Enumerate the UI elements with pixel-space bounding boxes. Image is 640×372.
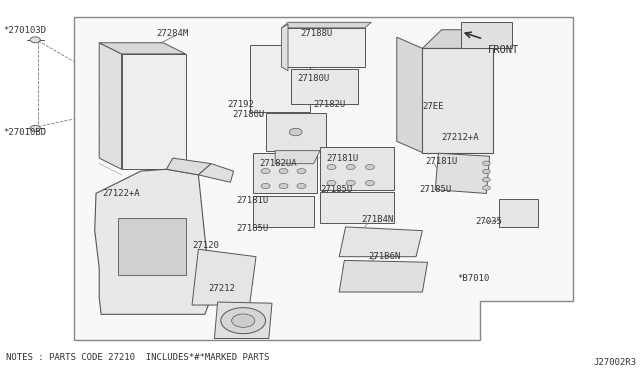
Circle shape [483, 169, 490, 174]
Polygon shape [339, 227, 422, 257]
Circle shape [483, 161, 490, 166]
Text: *270103D: *270103D [3, 26, 46, 35]
Text: 27185U: 27185U [320, 185, 352, 194]
Text: 27EE: 27EE [422, 102, 444, 110]
Bar [253, 153, 317, 193]
Bar [118, 218, 186, 275]
Polygon shape [198, 164, 234, 182]
Bar [320, 147, 394, 190]
Bar [291, 69, 358, 104]
Polygon shape [99, 43, 122, 169]
Polygon shape [74, 17, 573, 340]
Circle shape [365, 164, 374, 170]
Polygon shape [166, 158, 211, 175]
Bar [422, 48, 493, 153]
Text: 27122+A: 27122+A [102, 189, 140, 198]
Text: 27185U: 27185U [237, 224, 269, 233]
Bar [122, 54, 186, 169]
Circle shape [346, 180, 355, 186]
Text: 27181U: 27181U [326, 154, 358, 163]
Text: 27180U: 27180U [232, 110, 264, 119]
Circle shape [483, 186, 490, 190]
Polygon shape [422, 30, 512, 48]
Polygon shape [99, 43, 186, 54]
Circle shape [297, 183, 306, 189]
Text: 27284M: 27284M [157, 29, 189, 38]
Bar [253, 196, 314, 227]
Bar [266, 113, 326, 151]
Polygon shape [282, 22, 371, 28]
Text: FRONT: FRONT [488, 45, 519, 55]
Polygon shape [339, 260, 428, 292]
Circle shape [327, 164, 336, 170]
Polygon shape [397, 37, 422, 153]
Polygon shape [214, 302, 272, 339]
Text: 27120: 27120 [192, 241, 219, 250]
Circle shape [365, 180, 374, 186]
Bar [250, 45, 310, 112]
Text: 27182U: 27182U [314, 100, 346, 109]
Text: 27212+A: 27212+A [442, 133, 479, 142]
Circle shape [297, 169, 306, 174]
Text: 27180U: 27180U [298, 74, 330, 83]
Text: 27035: 27035 [476, 217, 502, 226]
Polygon shape [435, 153, 490, 193]
Bar [461, 22, 512, 48]
Circle shape [232, 314, 255, 327]
Circle shape [221, 308, 266, 334]
Text: 27185U: 27185U [419, 185, 451, 194]
Circle shape [279, 169, 288, 174]
Circle shape [30, 125, 40, 131]
Text: *B7010: *B7010 [458, 274, 490, 283]
Circle shape [261, 183, 270, 189]
Circle shape [261, 169, 270, 174]
Polygon shape [282, 24, 288, 71]
Polygon shape [275, 151, 320, 164]
Text: NOTES : PARTS CODE 27210  INCLUDES*#*MARKED PARTS: NOTES : PARTS CODE 27210 INCLUDES*#*MARK… [6, 353, 270, 362]
Text: 27188U: 27188U [301, 29, 333, 38]
Circle shape [327, 180, 336, 186]
Text: 27192: 27192 [227, 100, 254, 109]
Circle shape [483, 177, 490, 182]
Text: 271B4N: 271B4N [362, 215, 394, 224]
Bar [499, 199, 538, 227]
Text: 27181U: 27181U [237, 196, 269, 205]
Circle shape [30, 37, 40, 43]
Bar [282, 28, 365, 67]
Text: 271B6N: 271B6N [368, 252, 400, 261]
Circle shape [279, 183, 288, 189]
Circle shape [346, 164, 355, 170]
Text: 27182UA: 27182UA [259, 159, 297, 168]
Text: J27002R3: J27002R3 [594, 358, 637, 367]
Polygon shape [95, 169, 211, 314]
Polygon shape [192, 249, 256, 305]
Text: 27212: 27212 [208, 284, 235, 293]
Text: *27010BD: *27010BD [3, 128, 46, 137]
Circle shape [289, 128, 302, 136]
Bar [320, 192, 394, 223]
Text: 27181U: 27181U [426, 157, 458, 166]
